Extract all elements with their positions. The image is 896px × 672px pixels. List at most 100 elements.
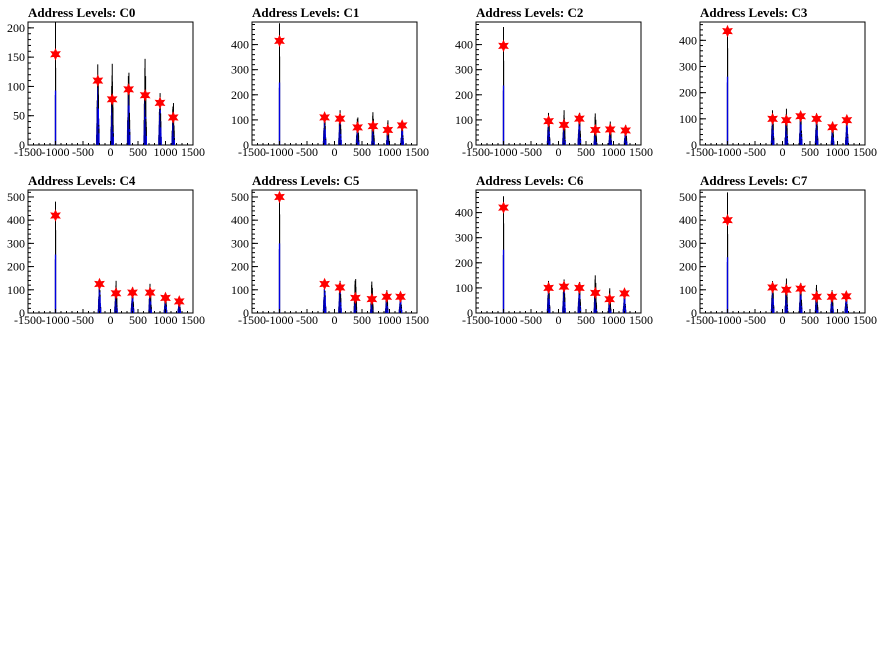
peak-marker (154, 96, 166, 110)
chart-title: Address Levels: C0 (28, 5, 135, 20)
y-tick-label: 400 (455, 38, 473, 52)
x-tick-label: -1000 (42, 313, 70, 327)
y-tick-label: 100 (7, 79, 25, 93)
y-tick-label: 300 (231, 63, 249, 77)
y-tick-label: 200 (7, 21, 25, 35)
y-tick-label: 200 (455, 256, 473, 270)
y-tick-label: 0 (19, 138, 25, 152)
y-tick-label: 200 (231, 260, 249, 274)
peak-marker (160, 291, 171, 305)
x-tick-label: 1500 (853, 313, 877, 327)
y-tick-label: 300 (679, 236, 697, 250)
peak-marker (144, 286, 156, 299)
y-tick-label: 200 (231, 88, 249, 102)
peak-marker (106, 93, 118, 106)
chart-panel-c5: Address Levels: C50100200300400500-1500-… (231, 173, 429, 327)
plot-frame (27, 21, 194, 146)
peak-marker (395, 290, 406, 303)
x-tick-label: 1000 (602, 313, 626, 327)
peak-marker (274, 34, 285, 48)
chart-panel-c7: Address Levels: C70100200300400500-1500-… (679, 173, 877, 327)
y-tick-label: 400 (231, 213, 249, 227)
peak-marker (94, 277, 105, 291)
x-tick-label: 500 (353, 313, 371, 327)
peak-marker (334, 281, 346, 294)
y-tick-label: 400 (455, 206, 473, 220)
peak-marker (110, 287, 122, 300)
x-tick-label: -500 (296, 145, 318, 159)
peak-marker (498, 39, 509, 53)
peak-marker (767, 281, 779, 294)
y-tick-label: 500 (7, 190, 25, 204)
peak-marker (795, 282, 807, 295)
peak-marker (604, 292, 616, 306)
peak-marker (352, 121, 364, 134)
peak-marker (382, 123, 394, 137)
x-tick-label: 500 (353, 145, 371, 159)
chart-panel-c2: Address Levels: C2 0 100 200 300 400 -1500 -100… (455, 5, 653, 159)
peak-marker (50, 209, 61, 222)
x-tick-label: 1500 (181, 145, 205, 159)
x-tick-label: -500 (744, 145, 766, 159)
y-tick-label: 50 (13, 109, 25, 123)
x-tick-label: 0 (556, 145, 562, 159)
y-tick-label: 100 (679, 283, 697, 297)
x-tick-label: -1000 (266, 145, 294, 159)
x-tick-label: 0 (332, 313, 338, 327)
y-tick-label: 150 (7, 50, 25, 64)
x-tick-label: -1000 (266, 313, 294, 327)
peak-marker (396, 119, 408, 132)
x-tick-label: 500 (577, 313, 595, 327)
y-tick-label: 400 (231, 38, 249, 52)
x-tick-label: -1500 (238, 145, 266, 159)
peak-marker (349, 291, 361, 305)
x-tick-label: 1000 (378, 313, 402, 327)
peak-marker (173, 295, 185, 308)
y-tick-label: 0 (467, 306, 473, 320)
x-tick-label: -1500 (14, 313, 42, 327)
x-tick-label: -1000 (490, 313, 518, 327)
y-tick-label: 0 (243, 138, 249, 152)
peak-marker (558, 118, 570, 132)
peak-marker (274, 190, 285, 204)
y-tick-label: 500 (231, 190, 249, 204)
peak-marker (811, 112, 823, 126)
x-tick-label: 500 (129, 313, 147, 327)
x-tick-label: 1500 (181, 313, 205, 327)
x-tick-label: -500 (296, 313, 318, 327)
peak-marker (366, 292, 378, 306)
x-tick-label: -1000 (490, 145, 518, 159)
peak-marker (780, 113, 792, 127)
peak-marker (334, 112, 346, 125)
y-tick-label: 300 (679, 59, 697, 73)
y-tick-label: 100 (231, 113, 249, 127)
y-tick-label: 100 (7, 283, 25, 297)
y-tick-label: 0 (691, 138, 697, 152)
x-tick-label: 500 (801, 313, 819, 327)
peak-marker (127, 286, 138, 299)
x-tick-label: 1500 (405, 313, 429, 327)
plot-frame (27, 189, 194, 314)
peak-marker (604, 123, 616, 136)
plot-frame (699, 21, 866, 146)
x-tick-label: 1000 (378, 145, 402, 159)
x-tick-label: -1000 (714, 313, 742, 327)
peak-marker (840, 290, 852, 303)
peak-marker (620, 124, 632, 137)
x-tick-label: -500 (520, 145, 542, 159)
peak-marker (319, 277, 331, 291)
plot-frame (699, 189, 866, 314)
peak-marker (139, 88, 151, 102)
x-tick-label: -500 (520, 313, 542, 327)
x-tick-label: -1500 (686, 145, 714, 159)
peak-marker (767, 112, 779, 126)
chart-title: Address Levels: C1 (252, 5, 359, 20)
x-tick-label: 0 (780, 313, 786, 327)
peak-marker (589, 123, 601, 137)
peak-marker (167, 111, 179, 124)
y-tick-label: 400 (679, 213, 697, 227)
peak-marker (558, 280, 570, 293)
x-tick-label: 500 (801, 145, 819, 159)
peak-marker (589, 286, 601, 300)
y-tick-label: 0 (467, 138, 473, 152)
